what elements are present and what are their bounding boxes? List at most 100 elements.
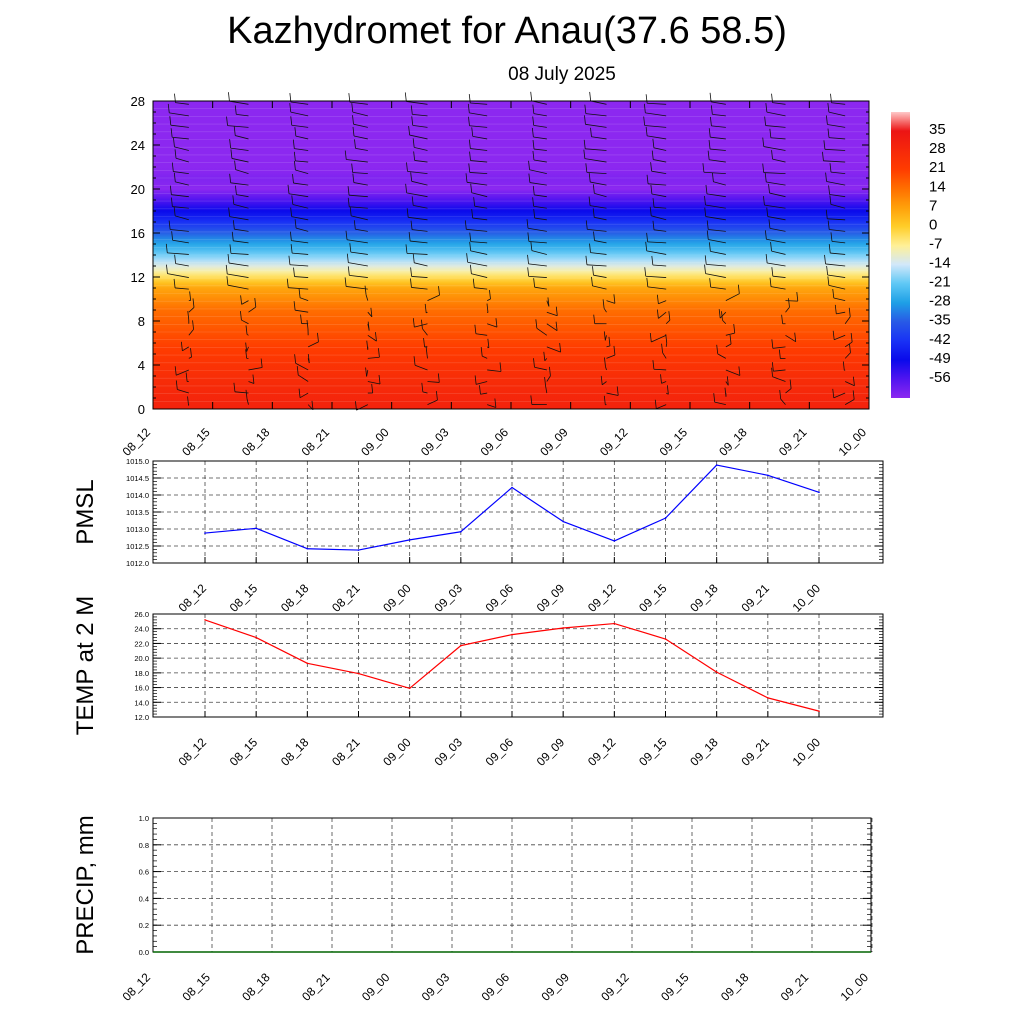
wind-barb [833, 392, 846, 399]
wind-barb [294, 148, 309, 151]
wind-barb-feather [294, 219, 297, 229]
precip-x-tick-label: 08_18 [239, 970, 273, 1004]
wind-barb [529, 169, 547, 174]
wind-barb [175, 263, 189, 267]
wind-barb [830, 171, 846, 174]
x-tick-label: 08_21 [299, 425, 333, 459]
wind-barb [466, 228, 488, 232]
wind-barb [487, 323, 498, 328]
wind-barb [645, 112, 667, 117]
wind-barb-feather [733, 324, 736, 334]
wind-barb-feather [651, 255, 654, 266]
wind-barb [769, 227, 786, 232]
wind-barb [594, 216, 607, 221]
wind-barb [833, 297, 846, 302]
wind-barb-feather [464, 220, 467, 230]
wind-barb-feather [849, 343, 851, 353]
wind-barb [172, 136, 189, 140]
wind-barb-feather [704, 195, 706, 206]
wind-barb-feather [643, 103, 646, 113]
wind-barb [472, 217, 488, 221]
wind-barb [766, 181, 786, 186]
wind-barb [645, 275, 667, 278]
wind-barb [706, 263, 726, 267]
pmsl-y-tick-label: 1014.0 [126, 491, 149, 500]
wind-barb [413, 204, 428, 209]
pmsl-x-tick-label: 09_06 [483, 581, 517, 615]
wind-barb [412, 113, 428, 117]
wind-barb [770, 286, 786, 290]
x-tick-label: 09_06 [478, 425, 512, 459]
pmsl-point [460, 530, 462, 533]
wind-barb [533, 125, 547, 128]
x-tick-label: 10_00 [836, 425, 870, 459]
wind-barb [476, 381, 488, 385]
wind-barb [703, 171, 726, 174]
wind-barb-feather [412, 318, 415, 328]
wind-barb-feather [185, 372, 188, 382]
wind-barb-feather [187, 396, 189, 406]
wind-barb [546, 323, 558, 332]
wind-barb [705, 204, 726, 209]
wind-barb [719, 311, 727, 319]
wind-barb [533, 113, 547, 117]
wind-barb-feather [771, 339, 774, 349]
wind-barb-feather [649, 206, 652, 216]
colorbar-label: -56 [929, 369, 951, 386]
y-tick-label: 28 [131, 94, 145, 109]
wind-barb [647, 135, 667, 140]
wind-barb [422, 328, 428, 336]
wind-barb-feather [180, 341, 183, 351]
wind-barb [533, 159, 547, 163]
wind-barb-feather [704, 255, 707, 265]
temp2m-point [818, 710, 820, 712]
wind-barb [825, 263, 846, 267]
wind-barb-feather [585, 220, 588, 230]
wind-barb [427, 381, 440, 383]
wind-barb-feather [232, 220, 235, 230]
wind-barb-feather [486, 303, 489, 313]
wind-barb-feather [789, 379, 792, 389]
x-tick-label: 09_09 [537, 425, 571, 459]
wind-barb [531, 250, 547, 255]
wind-barb [534, 286, 547, 290]
wind-barb-feather [411, 116, 414, 126]
wind-barb-feather [469, 232, 472, 242]
wind-barb [534, 194, 547, 198]
wind-barb [290, 111, 309, 117]
wind-barb-feather [526, 219, 529, 229]
pmsl-x-tick-label: 08_12 [176, 581, 210, 615]
y-tick-label: 4 [138, 358, 145, 373]
precip-ylabel: PRECIP, mm [72, 815, 99, 955]
wind-barb [487, 404, 496, 408]
wind-barb-feather [593, 231, 595, 241]
wind-barb-feather [825, 209, 828, 219]
wind-barb [830, 204, 846, 209]
wind-barb [827, 124, 846, 128]
wind-barb-feather [245, 349, 248, 359]
wind-barb [653, 229, 667, 232]
wind-barb-feather [192, 298, 195, 308]
wind-barb [601, 381, 607, 386]
wind-barb [829, 229, 846, 232]
wind-barb [656, 404, 667, 410]
wind-barb [767, 262, 786, 267]
wind-barb-feather [656, 309, 659, 319]
wind-barb [705, 273, 726, 278]
wind-barb [653, 368, 667, 371]
pmsl-point [357, 549, 360, 551]
wind-barb [534, 366, 547, 371]
temp2m-x-tick-label: 09_21 [738, 735, 772, 769]
wind-barb-feather [535, 319, 538, 329]
wind-barb [780, 398, 786, 405]
temp2m-x-tick-label: 09_09 [534, 735, 568, 769]
wind-barb-feather [425, 345, 428, 355]
pmsl-x-tick-label: 08_21 [329, 581, 363, 615]
temp2m-x-tick-label: 09_15 [636, 735, 670, 769]
pmsl-point [255, 527, 257, 530]
wind-barb [241, 300, 249, 305]
wind-barb [725, 343, 732, 348]
x-tick-label: 09_21 [776, 425, 810, 459]
wind-barb-feather [173, 137, 175, 147]
